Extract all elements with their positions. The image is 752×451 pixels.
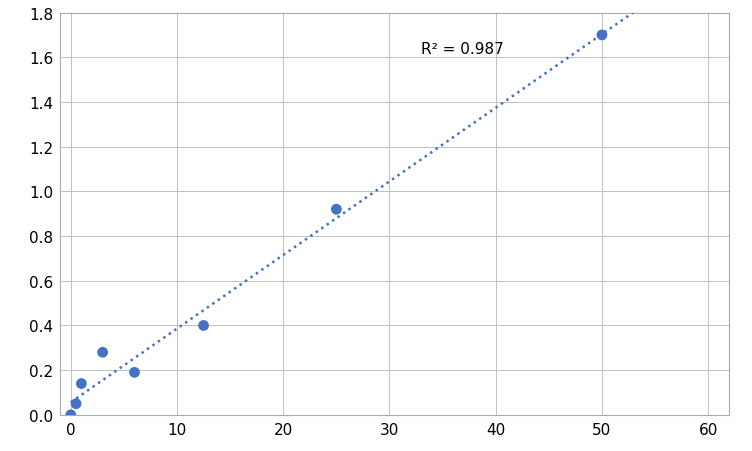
Point [75, 380, 87, 387]
Point [198, 322, 210, 329]
Point [596, 32, 608, 39]
Point [65, 411, 77, 419]
Point [70, 400, 82, 407]
Text: R² = 0.987: R² = 0.987 [421, 41, 504, 57]
Point [129, 369, 141, 376]
Point [97, 349, 109, 356]
Point [330, 206, 342, 213]
